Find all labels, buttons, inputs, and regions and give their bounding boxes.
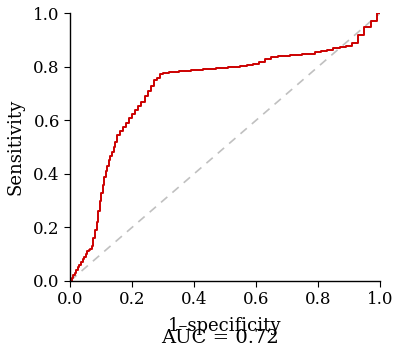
X-axis label: 1–specificity: 1–specificity: [168, 316, 282, 334]
Y-axis label: Sensitivity: Sensitivity: [7, 99, 25, 195]
Text: AUC = 0.72: AUC = 0.72: [161, 329, 279, 347]
